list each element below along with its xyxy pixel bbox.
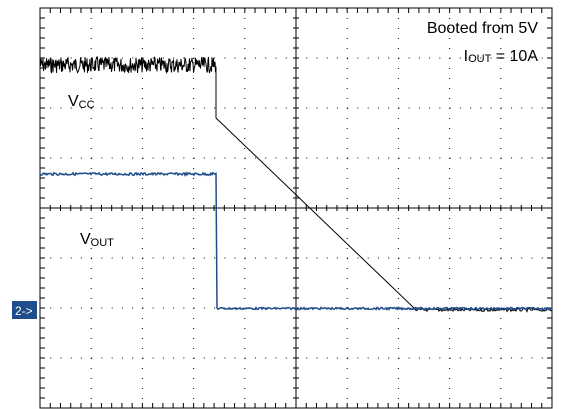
channel-marker-box [12,301,37,319]
vout-sub: OUT [91,237,115,249]
vout-main: V [80,231,91,248]
iout-note: IOUT = 10A [464,48,539,65]
boot-note: Booted from 5V [427,20,539,37]
vcc-trace [39,55,553,313]
channel-marker: 2-> [15,304,33,318]
iout-sub: OUT [468,53,492,65]
vcc-label: VCC [68,93,95,111]
vcc-main: V [68,93,79,110]
iout-rest: = 10A [491,48,538,65]
traces [39,55,553,313]
iout-main: I [464,48,468,65]
vout-label: VOUT [80,231,114,249]
vout-trace [39,171,553,311]
vcc-sub: CC [79,99,95,111]
